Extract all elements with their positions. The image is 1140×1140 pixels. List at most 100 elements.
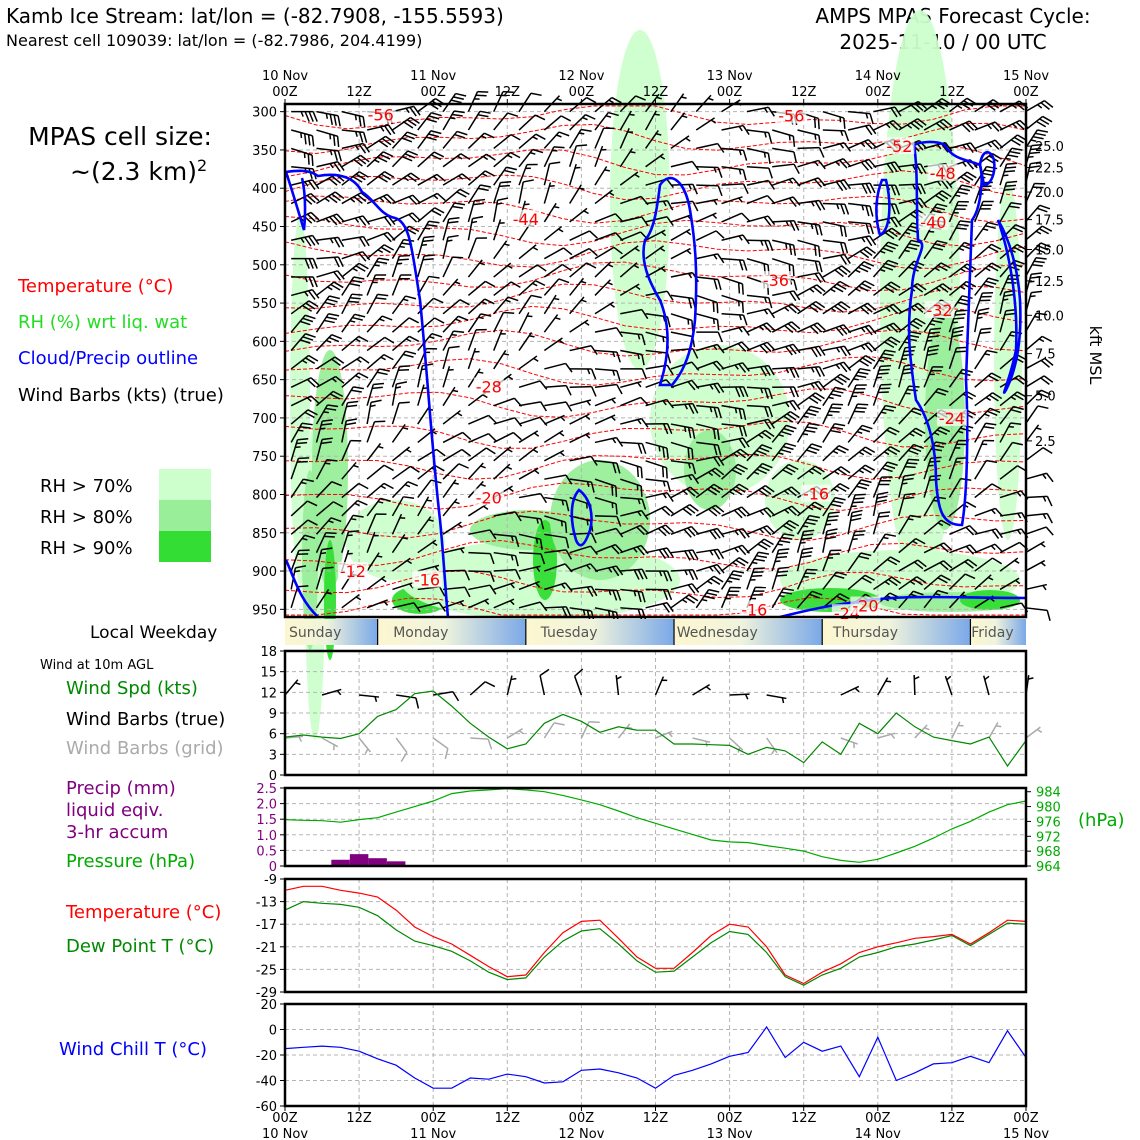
cross-section-wind-barb [442,256,464,278]
barb-full [1032,264,1043,267]
cross-section-wind-barb [316,281,344,297]
barb-half [738,149,742,156]
barb-full [688,569,695,581]
barb-full [788,197,797,207]
cross-section-wind-barb [948,346,968,370]
cross-section-wind-barb [670,549,699,561]
legend-wind: Wind Barbs (kts) (true) [18,385,224,406]
y-tick-label: 0 [269,769,277,784]
cross-section-wind-barb [848,110,874,125]
barb-full [880,356,892,360]
barb-full [590,368,597,380]
barb-half [585,433,591,439]
barb-half [554,317,561,320]
barb-full [939,426,951,433]
cross-section-wind-barb [822,239,849,254]
barb-full [860,479,872,484]
barb-full [879,387,891,390]
barb-full [692,348,699,359]
cross-section-wind-barb [999,557,1020,572]
cross-section-wind-barb [315,313,340,333]
barb-full [708,508,718,517]
barb-full [589,720,600,724]
cross-section-wind-barb [771,129,796,147]
temperature-label: -32 [926,301,952,320]
barb-half [297,429,304,432]
barb-full [728,576,740,581]
cross-section-wind-barb [948,280,977,296]
cross-section-wind-barb [620,460,643,479]
barb-full [761,431,772,440]
barb-full [861,467,872,474]
barb-full [540,401,548,412]
barb-full [553,146,565,149]
cross-section-wind-barb [493,551,519,567]
barb-full [768,297,773,309]
cross-section-wind-barb [720,570,745,590]
cross-section-wind-barb [746,551,770,572]
legend-rh: RH (%) wrt liq. wat [18,312,187,333]
barb-half [984,675,990,681]
barb-full [838,444,849,451]
barb-full [308,168,313,180]
barb-full [737,463,748,470]
barb-full [409,465,420,473]
cross-section-wind-barb [290,147,314,166]
barb-full [909,322,920,330]
weekday-label: Friday [971,625,1013,641]
temperature-contour [284,283,1027,313]
barb-half [763,152,767,158]
date-label-top: 15 Nov [1003,69,1049,84]
cross-section-wind-barb [848,221,874,235]
barb-full [738,438,746,449]
cross-section-wind-barb [290,438,309,462]
barb-half [977,316,983,320]
cross-section-wind-barb [645,491,674,503]
barb-half [324,462,331,465]
barb-staff [594,515,617,518]
barb-half [962,161,967,167]
cross-section-wind-barb [569,262,597,278]
cross-section-wind-barb [1025,559,1046,572]
wind-barb-grid [1025,726,1043,739]
cross-section-wind-barb [315,404,339,425]
barb-full [325,531,337,535]
barb-full [356,156,367,165]
barb-full [983,439,995,442]
barb-full [927,348,939,353]
barb-full [783,533,795,537]
barb-full [358,335,369,343]
barb-half [406,559,413,565]
cross-section-wind-barb [569,399,592,407]
y-tick-label: 976 [1036,815,1061,830]
barb-full [712,301,715,312]
temperature-label: -20 [852,597,878,616]
cross-section-wind-barb [493,446,513,462]
cross-section-wind-barb [746,485,775,499]
cross-section-wind-barb [847,342,877,353]
barb-full [1041,225,1053,232]
barb-half [709,384,714,390]
barb-full [321,547,333,551]
cross-section-wind-barb [442,479,459,498]
cross-section-wind-barb [695,588,720,609]
barb-staff [746,166,769,169]
cross-section-wind-barb [291,257,318,269]
barb-half [913,676,920,680]
barb-half [734,530,739,536]
cross-section-wind-barb [518,163,538,186]
rh-area [960,590,1020,610]
cross-section-wind-barb [467,447,496,462]
barb-full [767,308,776,319]
y-tick-label: 18 [260,645,277,660]
barb-staff [366,464,385,480]
cross-section-wind-barb [822,482,850,499]
cloud-outlines [284,140,1027,619]
barb-full [934,243,946,248]
barb-full [920,183,926,195]
barb-full [612,462,617,474]
barb-full [883,408,894,412]
cross-section-wind-barb [898,317,926,333]
cross-section-wind-barb [569,184,585,204]
barb-full [756,449,767,456]
